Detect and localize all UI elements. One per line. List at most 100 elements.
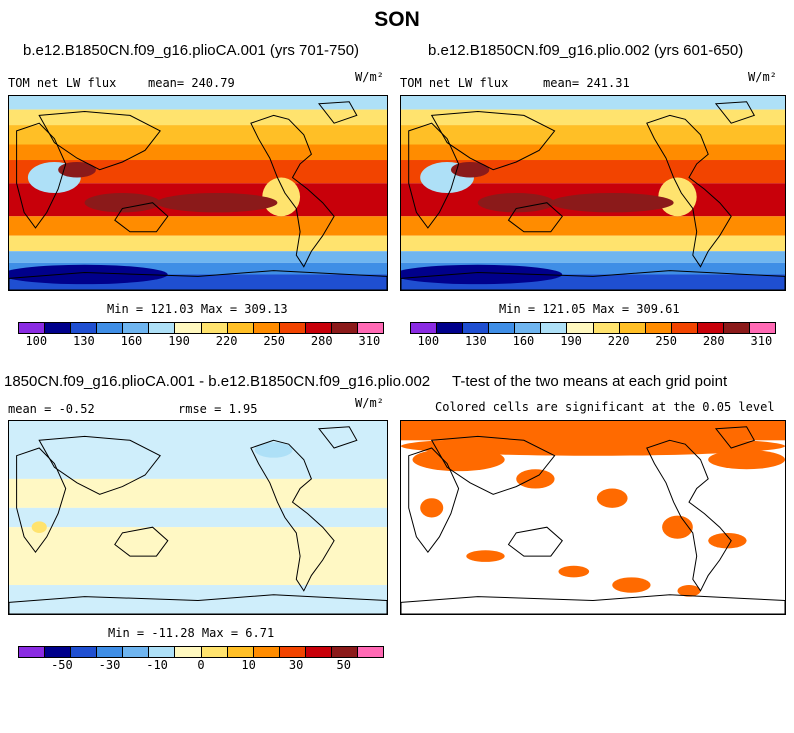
colorbar-swatch	[541, 323, 568, 333]
coastline	[38, 110, 161, 171]
field-blob	[58, 161, 96, 178]
field-blob	[477, 193, 555, 213]
field-band	[401, 144, 785, 161]
colorbar-swatch	[175, 323, 202, 333]
significant-region	[516, 469, 555, 489]
significant-region	[558, 565, 590, 578]
colorbar-tick-label: 220	[607, 334, 630, 348]
colorbar-tick-label: 100	[25, 334, 48, 348]
coastline	[507, 202, 563, 233]
field-band	[401, 235, 785, 252]
panel3-mean: mean = -0.52	[8, 402, 95, 416]
coastline	[250, 439, 335, 592]
colorbar-tick-label: 30	[288, 658, 304, 672]
field-band	[401, 96, 785, 110]
colorbar-tick-label: 220	[215, 334, 238, 348]
coastline	[714, 426, 756, 449]
colorbar-swatch	[331, 647, 359, 657]
significant-region	[466, 550, 505, 562]
panel1-field-label: TOM net LW flux	[8, 76, 117, 90]
colorbar-swatch	[19, 647, 46, 657]
colorbar-swatch	[593, 323, 620, 333]
field-blob	[9, 264, 168, 285]
panel4-subtitle: Colored cells are significant at the 0.0…	[435, 400, 775, 414]
field-blob	[262, 177, 301, 217]
coastline	[401, 270, 785, 290]
colorbar-swatch	[331, 323, 359, 333]
field-band	[9, 125, 387, 145]
significant-region	[596, 488, 628, 508]
field-band	[401, 125, 785, 145]
significant-region	[412, 448, 505, 472]
colorbar-swatch	[201, 647, 228, 657]
panel2-lw-flux-map	[400, 95, 786, 291]
coastline	[16, 447, 67, 554]
colorbar-swatch	[723, 323, 751, 333]
significant-region	[401, 421, 785, 441]
field-band	[401, 251, 785, 263]
field-band	[9, 262, 387, 275]
panel3-difference-map	[8, 420, 388, 615]
colorbar-swatch	[619, 323, 646, 333]
colorbar-swatch	[279, 323, 306, 333]
colorbar-swatch	[175, 647, 202, 657]
field-blob	[401, 264, 563, 285]
coastline	[9, 270, 387, 290]
colorbar-swatch	[305, 323, 332, 333]
colorbar-swatch	[358, 647, 384, 657]
coastline	[401, 594, 785, 614]
coastline	[507, 526, 563, 557]
colorbar-swatch	[149, 647, 176, 657]
field-blob	[658, 177, 697, 217]
field-band	[9, 585, 387, 614]
significant-region	[612, 577, 651, 593]
colorbar-swatch	[227, 647, 254, 657]
colorbar-swatch	[411, 323, 438, 333]
colorbar-tick-label: 190	[560, 334, 582, 348]
field-band	[9, 507, 387, 528]
colorbar-tick-label: 280	[702, 334, 725, 348]
coastline	[250, 114, 335, 268]
colorbar-swatch	[358, 323, 384, 333]
coastline	[646, 439, 732, 592]
field-blob	[156, 193, 278, 213]
panel1-mean: mean= 240.79	[148, 76, 235, 90]
colorbar-swatch	[463, 323, 490, 333]
field-band	[9, 144, 387, 161]
colorbar-swatch	[515, 323, 542, 333]
colorbar-tick-label: 10	[241, 658, 256, 672]
significant-region	[708, 532, 747, 549]
field-band	[9, 235, 387, 252]
colorbar-tick-label: 130	[73, 334, 95, 348]
colorbar-tick-label: -30	[98, 658, 121, 672]
panel1-minmax: Min = 121.03 Max = 309.13	[107, 302, 288, 316]
colorbar-swatch	[97, 647, 124, 657]
colorbar-swatch	[750, 323, 776, 333]
panel2-colorbar	[410, 322, 776, 334]
colorbar-tick-label: 50	[336, 658, 351, 672]
colorbar-swatch	[253, 647, 280, 657]
colorbar-swatch	[71, 323, 98, 333]
coastline	[430, 435, 556, 495]
colorbar-swatch	[489, 323, 516, 333]
field-band	[9, 96, 387, 110]
colorbar-tick-label: 250	[655, 334, 678, 348]
panel1-title: b.e12.B1850CN.f09_g16.plioCA.001 (yrs 70…	[23, 42, 360, 59]
panel3-minmax: Min = -11.28 Max = 6.71	[108, 626, 275, 640]
panel1-colorbar	[18, 322, 384, 334]
coastline	[16, 122, 67, 229]
field-band	[401, 262, 785, 275]
colorbar-swatch	[97, 323, 124, 333]
panel3-rmse: rmse = 1.95	[178, 402, 258, 416]
significant-region	[662, 515, 693, 539]
colorbar-tick-label: 280	[310, 334, 333, 348]
panel2-minmax: Min = 121.05 Max = 309.61	[499, 302, 680, 316]
field-band	[9, 216, 387, 236]
panel4-title: T-test of the two means at each grid poi…	[452, 373, 728, 390]
colorbar-swatch	[201, 323, 228, 333]
page-title: SON	[374, 8, 420, 31]
colorbar-swatch	[645, 323, 672, 333]
coastline	[318, 101, 358, 124]
colorbar-swatch	[671, 323, 698, 333]
panel3-units: W/m²	[355, 396, 384, 410]
